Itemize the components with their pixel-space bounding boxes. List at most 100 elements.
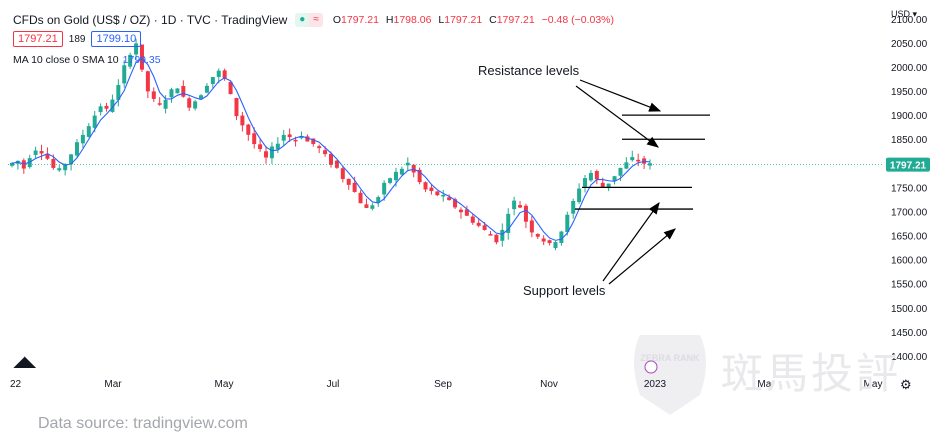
candle-body (216, 70, 221, 77)
candle (287, 128, 292, 142)
candle-body (334, 160, 339, 168)
candle (134, 38, 139, 60)
candle (269, 142, 274, 164)
candle-body (429, 187, 434, 192)
candle (216, 68, 221, 84)
candle-body (547, 240, 552, 244)
candle (175, 87, 180, 94)
candle-body (594, 171, 599, 180)
candle (470, 213, 475, 225)
candle (252, 127, 257, 149)
candle (488, 231, 493, 236)
candle-body (512, 200, 517, 210)
candle-body (86, 126, 91, 137)
candle (594, 169, 599, 185)
y-tick-label: 1900.00 (891, 111, 928, 122)
candle-body (122, 65, 127, 84)
candle (370, 202, 375, 211)
currency-selector[interactable]: USD ▾ (891, 9, 918, 19)
candle-body (187, 98, 192, 108)
candle-body (63, 164, 68, 171)
gear-icon[interactable]: ⚙ (900, 377, 912, 392)
last-price-tag-text: 1797.21 (890, 161, 927, 172)
candle-body (139, 44, 144, 70)
candle (74, 139, 79, 158)
candle-body (488, 234, 493, 236)
market-open-dot-icon: ● (295, 13, 310, 27)
candle-body (252, 133, 257, 145)
candle (204, 83, 209, 94)
candle (441, 189, 446, 202)
candle (541, 235, 546, 246)
candle-body (388, 178, 393, 183)
candle (364, 198, 369, 209)
candle-body (258, 144, 263, 150)
candle-body (175, 88, 180, 94)
candle-body (529, 220, 534, 233)
tradingview-logo-icon[interactable]: ◢◣ (14, 353, 36, 369)
candle (559, 230, 564, 246)
candle (624, 157, 629, 170)
ma-indicator-label: MA 10 close 0 SMA 10 (13, 54, 119, 66)
y-tick-label: 1550.00 (891, 280, 928, 291)
y-tick-label: 2050.00 (891, 39, 928, 50)
candle-body (145, 71, 150, 92)
candle (264, 145, 269, 164)
candle (246, 123, 251, 141)
ma-indicator-legend[interactable]: MA 10 close 0 SMA 10 1799.35 (13, 54, 161, 66)
watermark-cjk-text: 斑馬投評 (721, 349, 902, 398)
candle-body (287, 134, 292, 138)
open-value: 1797.21 (341, 14, 379, 26)
candle-body (128, 54, 133, 67)
ohlc-readout: O1797.21 H1798.06 L1797.21 C1797.21 −0.4… (333, 14, 618, 26)
sell-price-button[interactable]: 1797.21 (13, 31, 63, 47)
candle (636, 153, 641, 167)
candle-body (110, 99, 115, 112)
candle-body (541, 238, 546, 242)
candle-body (269, 146, 274, 159)
candle (317, 144, 322, 154)
candle-body (222, 70, 227, 79)
x-tick-label: Mar (757, 379, 775, 390)
candle (69, 153, 74, 171)
candle (500, 223, 505, 247)
candle (458, 207, 463, 219)
candle-body (228, 81, 233, 95)
candle-body (92, 115, 97, 128)
x-tick-label: Sep (434, 379, 452, 390)
market-status-toggle[interactable]: ● ≈ (295, 13, 323, 27)
candle-body (358, 192, 363, 204)
candle-body (181, 86, 186, 97)
symbol-title[interactable]: CFDs on Gold (US$ / OZ) · 1D · TVC · Tra… (13, 13, 288, 27)
candle (210, 76, 215, 90)
candle-body (482, 225, 487, 230)
candle-body (329, 153, 333, 165)
candle-body (275, 143, 280, 150)
x-tick-label: 22 (10, 379, 22, 390)
candle (565, 211, 570, 236)
candle (429, 184, 434, 195)
candle (21, 158, 26, 174)
change-value: −0.48 (−0.03%) (541, 14, 614, 26)
candle-body (80, 134, 85, 144)
candle-body (417, 169, 422, 183)
high-label: H (385, 14, 394, 26)
dividend-event-icon (644, 360, 658, 374)
y-tick-label: 2000.00 (891, 63, 928, 74)
candle (464, 205, 469, 217)
candle-body (600, 182, 605, 188)
candle-body (630, 157, 635, 161)
candle (33, 146, 38, 159)
buy-price-button[interactable]: 1799.10 (91, 31, 142, 47)
candle (506, 208, 511, 240)
annotation-arrow (602, 202, 660, 282)
candle-body (636, 159, 641, 162)
candle-body (352, 182, 357, 192)
candle-body (423, 182, 428, 190)
candle-body (571, 201, 576, 214)
candle (39, 144, 44, 160)
candle (642, 155, 647, 170)
candle-body (393, 171, 398, 181)
y-tick-label: 2100.00 (891, 15, 928, 26)
